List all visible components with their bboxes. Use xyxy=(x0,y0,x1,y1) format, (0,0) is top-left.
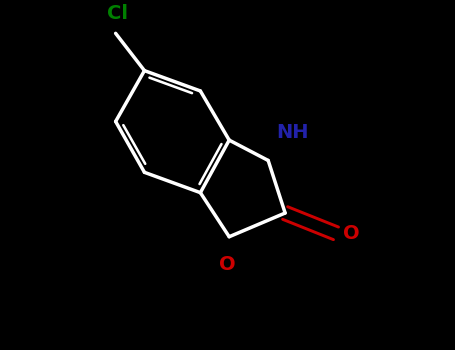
Text: O: O xyxy=(343,224,359,243)
Text: NH: NH xyxy=(277,123,309,142)
Text: Cl: Cl xyxy=(107,4,128,23)
Text: O: O xyxy=(219,256,236,274)
